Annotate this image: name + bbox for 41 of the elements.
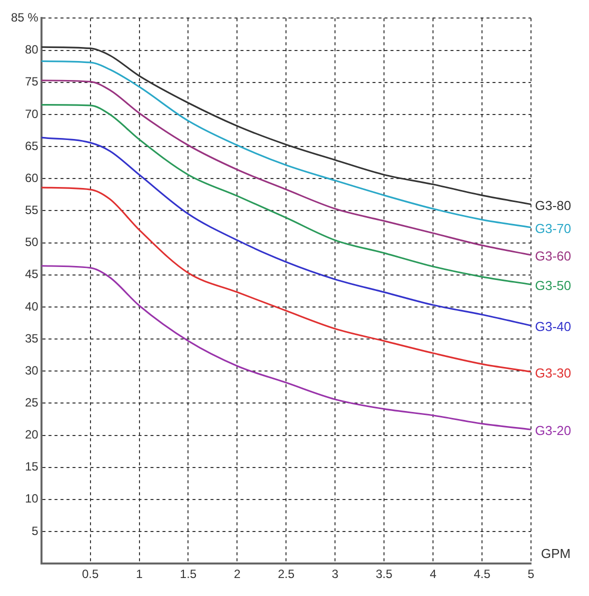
x-axis-title: GPM <box>541 546 571 562</box>
series-label: G3-50 <box>535 278 572 294</box>
x-tick-label: 0.5 <box>82 567 99 582</box>
y-tick-label: 60 <box>24 170 39 185</box>
y-tick-label: 35 <box>24 331 39 346</box>
series-label: G3-60 <box>535 248 572 264</box>
y-tick-label: 25 <box>24 396 39 410</box>
series-label: G3-20 <box>535 423 572 438</box>
line-series <box>41 104 531 286</box>
y-tick-label: 5 <box>32 524 39 538</box>
x-tick-label: 2 <box>234 567 241 582</box>
x-tick-label: 4.5 <box>474 567 491 582</box>
line-series <box>41 80 531 256</box>
x-tick-label: 3.5 <box>376 567 393 582</box>
y-tick-label: 75 <box>24 74 39 89</box>
y-tick-label: 70 <box>24 106 39 121</box>
y-tick-label: 10 <box>24 492 39 506</box>
y-tick-label: 45 <box>24 267 39 282</box>
y-tick-label: 50 <box>24 235 39 250</box>
line-series <box>41 186 531 373</box>
series-label: G3-70 <box>535 220 572 236</box>
series-label: G3-30 <box>535 365 572 380</box>
y-tick-label: 40 <box>24 299 39 314</box>
y-tick-label: 65 <box>24 138 39 153</box>
line-series <box>41 136 531 326</box>
y-tick-label: 30 <box>24 363 39 378</box>
x-tick-label: 5 <box>528 567 535 582</box>
x-tick-label: 1.5 <box>180 567 197 582</box>
line-series <box>41 60 531 228</box>
x-tick-label: 1 <box>136 567 143 582</box>
series-label: G3-40 <box>535 319 572 334</box>
y-tick-label: 15 <box>24 460 39 474</box>
line-series <box>41 265 531 430</box>
x-tick-label: 4 <box>430 567 437 582</box>
y-tick-label: 85 % <box>10 10 39 25</box>
x-tick-label: 3 <box>332 567 339 582</box>
y-tick-label: 55 <box>24 203 39 218</box>
x-tick-label: 2.5 <box>278 567 295 582</box>
series-label: G3-80 <box>535 198 572 213</box>
y-tick-label: 80 <box>24 42 39 57</box>
y-tick-label: 20 <box>24 428 39 442</box>
